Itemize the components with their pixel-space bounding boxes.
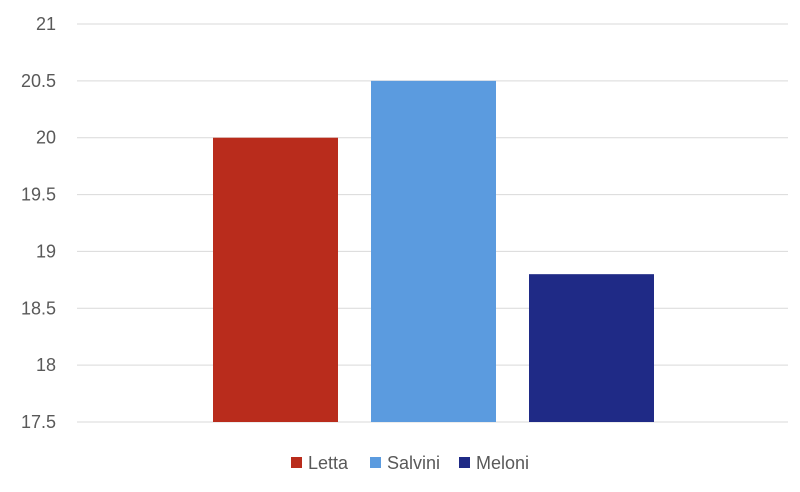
legend: Letta Salvini Meloni (291, 453, 529, 473)
y-tick-label: 17.5 (21, 412, 56, 432)
y-tick-label: 21 (36, 14, 56, 34)
y-tick-label: 18.5 (21, 298, 56, 318)
y-tick-label: 20.5 (21, 71, 56, 91)
legend-label-letta: Letta (308, 453, 349, 473)
legend-swatch-letta (291, 457, 302, 468)
bar-letta (213, 137, 338, 422)
y-tick-label: 20 (36, 128, 56, 148)
legend-label-meloni: Meloni (476, 453, 529, 473)
bar-meloni (529, 274, 654, 422)
bar-salvini (371, 80, 496, 422)
y-tick-label: 18 (36, 355, 56, 375)
legend-swatch-salvini (370, 457, 381, 468)
y-tick-label: 19 (36, 241, 56, 261)
legend-label-salvini: Salvini (387, 453, 440, 473)
bars (213, 80, 654, 422)
y-axis-tick-labels: 17.5 18 18.5 19 19.5 20 20.5 21 (21, 14, 56, 432)
legend-swatch-meloni (459, 457, 470, 468)
y-tick-label: 19.5 (21, 185, 56, 205)
